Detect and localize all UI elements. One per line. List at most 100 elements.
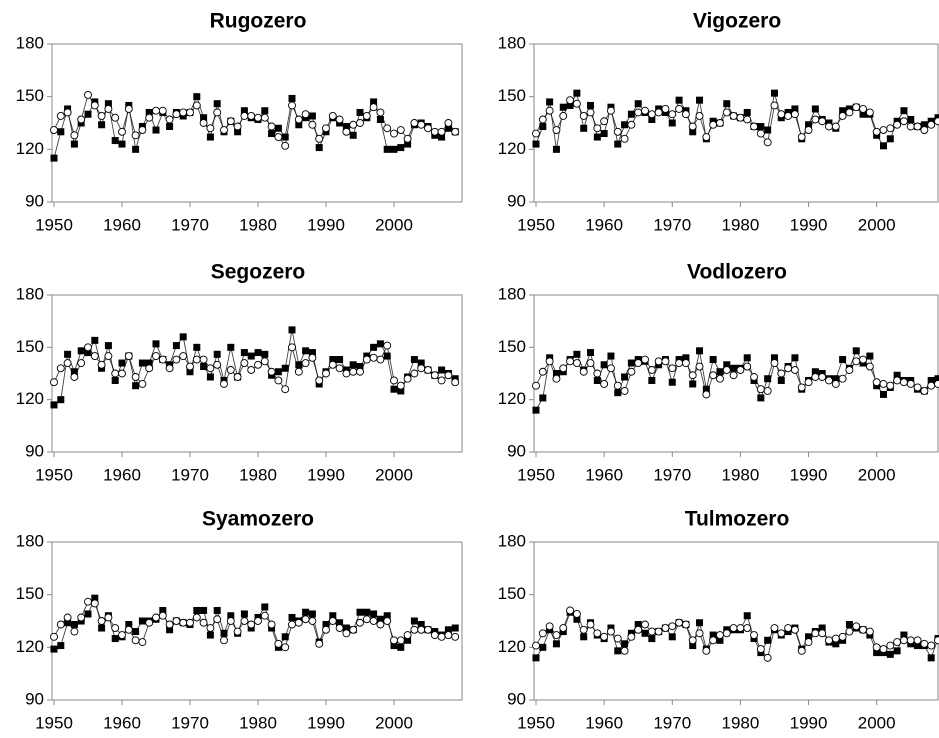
square-marker [621,121,629,129]
circle-marker [641,620,649,629]
circle-marker [90,101,99,110]
circle-marker [661,624,670,632]
circle-marker [90,352,99,361]
circle-marker [838,632,847,641]
circle-marker [899,117,908,126]
circle-marker [572,359,581,367]
square-marker [791,105,799,113]
circle-marker [328,617,337,625]
square-marker [879,142,887,150]
circle-marker [342,629,351,638]
circle-marker [913,636,922,645]
square-marker [743,354,751,362]
circle-marker [879,645,888,654]
circle-marker [111,113,120,122]
circle-marker [777,369,786,378]
square-marker [879,390,887,398]
y-tick-label: 180 [16,284,44,303]
circle-marker [743,115,752,124]
circle-marker [784,112,793,120]
circle-marker [424,124,432,133]
circle-marker [606,106,615,115]
circle-marker [233,122,242,131]
circle-marker [729,624,738,632]
circle-marker [920,386,929,395]
square-marker [832,640,840,648]
circle-marker [410,625,419,634]
circle-marker [716,631,724,639]
square-marker [193,606,201,614]
square-marker [668,633,676,641]
circle-marker [763,138,772,147]
circle-marker [906,380,915,388]
circle-marker [797,383,806,392]
square-marker [281,133,289,141]
square-marker [404,140,412,148]
circle-marker [356,618,364,627]
circle-marker [138,126,147,134]
square-marker [743,612,751,620]
chart-title: Segozero [211,261,306,284]
circle-marker [811,373,820,381]
circle-marker [56,364,65,373]
circle-marker [784,624,793,632]
x-tick-label: 1950 [517,713,555,732]
circle-marker [131,636,140,645]
square-marker [934,375,939,383]
square-marker [668,119,676,127]
circle-marker [865,362,874,371]
circle-marker [403,134,412,143]
circle-marker [634,625,643,634]
circle-marker [899,636,908,645]
subplot: Vigozero 90 120 150 180 1950 1960 1970 1980 1990 2… [498,10,939,234]
circle-marker [138,638,147,647]
square-marker [349,361,357,369]
square-marker [349,131,357,139]
circle-marker [934,380,939,388]
square-marker [900,107,908,115]
square-marker [716,636,724,644]
square-marker [805,633,813,641]
square-marker [764,636,772,644]
square-marker [213,100,221,108]
circle-marker [90,599,99,608]
square-marker [539,394,547,402]
y-tick-label: 90 [507,191,526,210]
square-marker [227,343,235,351]
circle-marker [111,624,120,632]
square-marker [213,606,221,614]
x-tick-label: 1990 [790,215,828,234]
square-marker [57,128,65,136]
square-marker [240,610,248,618]
circle-marker [451,632,460,641]
circle-marker [301,110,310,119]
square-marker [757,394,765,402]
y-tick-label: 180 [16,33,44,52]
square-marker [648,376,656,384]
circle-marker [294,367,303,376]
circle-marker [97,617,106,625]
circle-marker [886,381,895,390]
circle-marker [886,124,895,133]
square-marker [600,361,608,369]
square-marker [723,100,731,108]
x-tick-label: 1990 [307,713,345,732]
circle-marker [226,617,235,625]
circle-marker [661,105,670,113]
circle-marker [750,631,758,639]
square-marker [308,112,316,120]
square-marker [288,613,296,621]
x-tick-label: 1960 [103,713,141,732]
square-marker [873,649,881,657]
circle-marker [254,360,262,369]
square-marker [444,124,452,132]
circle-marker [213,360,222,369]
square-marker [730,364,738,372]
square-marker [539,643,547,651]
circle-marker [315,134,324,143]
circle-marker [893,376,902,385]
circle-marker [199,618,208,627]
circle-marker [593,124,602,133]
square-marker [757,123,765,131]
subplot: Segozero 90 120 150 180 1950 1960 1970 1980 1990 2… [16,261,463,484]
